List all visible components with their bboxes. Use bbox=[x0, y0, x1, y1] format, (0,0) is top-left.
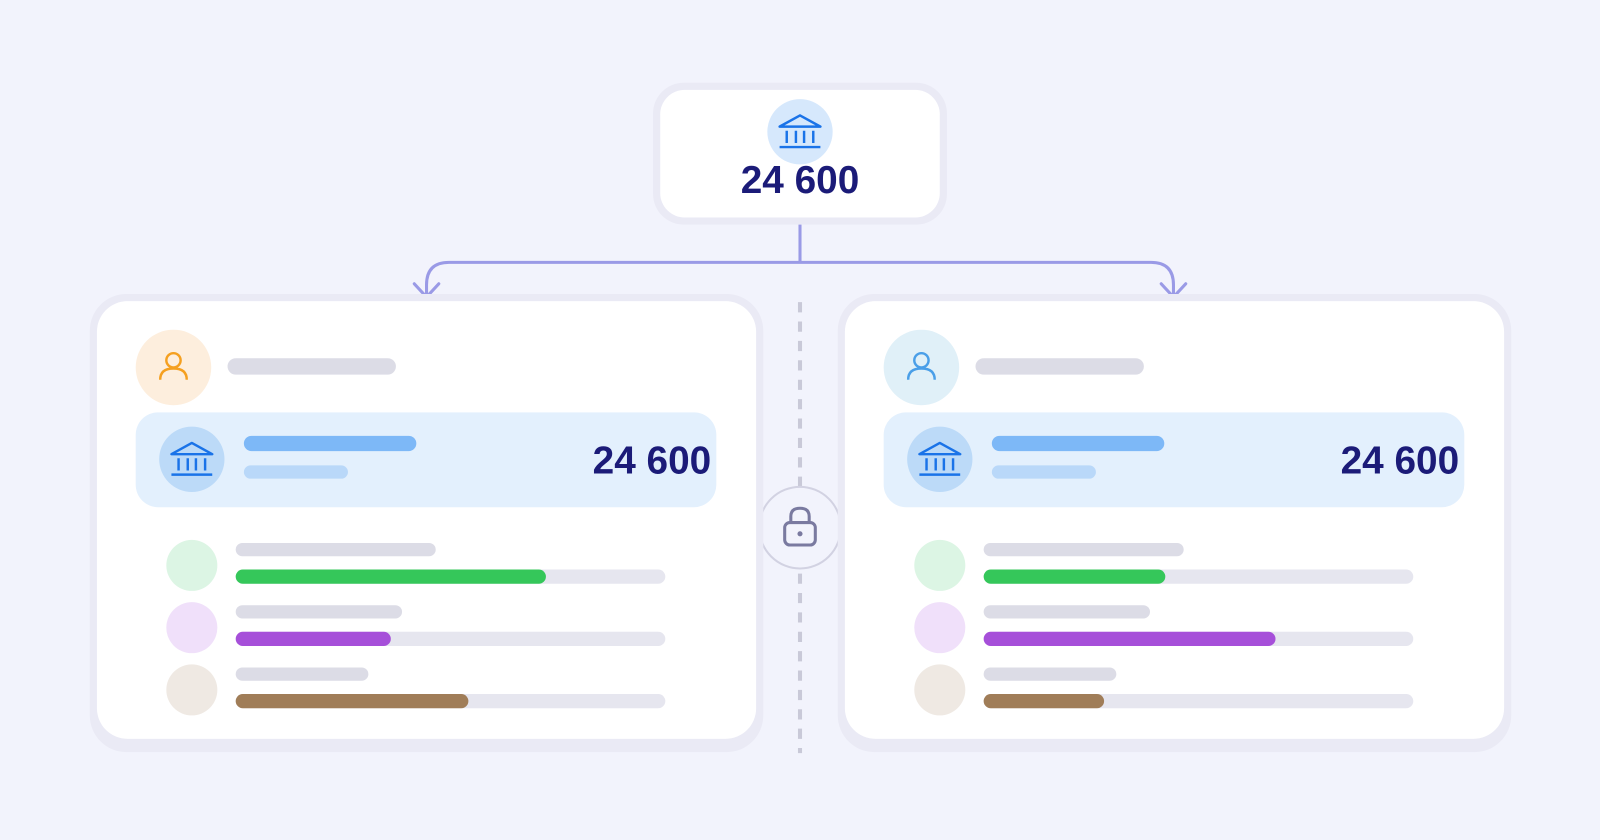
lock-icon bbox=[783, 506, 817, 547]
bank-glyph bbox=[170, 441, 214, 476]
bank-roof bbox=[918, 441, 962, 456]
lock-keyhole bbox=[797, 531, 803, 537]
category-icon bbox=[914, 602, 966, 654]
bank-columns bbox=[779, 130, 821, 149]
icon-circle bbox=[907, 426, 973, 492]
category-icon bbox=[914, 539, 966, 591]
bank-glyph bbox=[778, 114, 822, 149]
progress-fill bbox=[235, 693, 469, 709]
progress-fill bbox=[983, 693, 1105, 709]
bank-sub-placeholder bbox=[243, 465, 348, 479]
progress-fill bbox=[235, 569, 546, 584]
category-label-placeholder bbox=[235, 605, 403, 619]
source-amount: 24 600 bbox=[741, 159, 860, 202]
bank-roof bbox=[170, 441, 214, 456]
bank-columns bbox=[919, 458, 961, 476]
bank-glyph bbox=[918, 441, 962, 476]
category-label-placeholder bbox=[235, 667, 369, 681]
account-card: 24 600 bbox=[837, 293, 1512, 753]
card bbox=[96, 301, 757, 739]
person-body bbox=[158, 367, 188, 380]
category-icon bbox=[166, 539, 218, 591]
category-label-placeholder bbox=[983, 542, 1184, 557]
bank-name-placeholder bbox=[243, 435, 417, 452]
category-label-placeholder bbox=[983, 667, 1117, 681]
category-icon bbox=[914, 664, 966, 716]
progress-fill bbox=[235, 631, 391, 647]
progress-fill bbox=[983, 569, 1166, 584]
category-label-placeholder bbox=[983, 605, 1150, 619]
category-icon bbox=[166, 664, 218, 716]
progress-fill bbox=[983, 631, 1276, 647]
bank-roof bbox=[778, 114, 822, 128]
name-placeholder bbox=[975, 358, 1144, 375]
bank-columns bbox=[171, 458, 213, 476]
bank-name-placeholder bbox=[991, 435, 1165, 452]
person-icon bbox=[906, 351, 936, 380]
bank-icon bbox=[767, 99, 833, 165]
person-icon bbox=[158, 351, 188, 380]
account-amount: 24 600 bbox=[593, 440, 712, 483]
icon-circle bbox=[159, 426, 225, 492]
category-icon bbox=[166, 602, 218, 654]
bank-sub-placeholder bbox=[991, 465, 1096, 479]
lock-badge bbox=[758, 485, 842, 570]
connector bbox=[425, 217, 1175, 297]
name-placeholder bbox=[227, 358, 396, 375]
person-body bbox=[906, 367, 936, 380]
account-card: 24 600 bbox=[89, 293, 764, 753]
account-amount: 24 600 bbox=[1341, 440, 1460, 483]
category-label-placeholder bbox=[235, 542, 436, 557]
card bbox=[844, 301, 1505, 739]
icon-circle bbox=[767, 99, 833, 165]
accounts: 24 600 24 600 bbox=[89, 293, 1512, 753]
